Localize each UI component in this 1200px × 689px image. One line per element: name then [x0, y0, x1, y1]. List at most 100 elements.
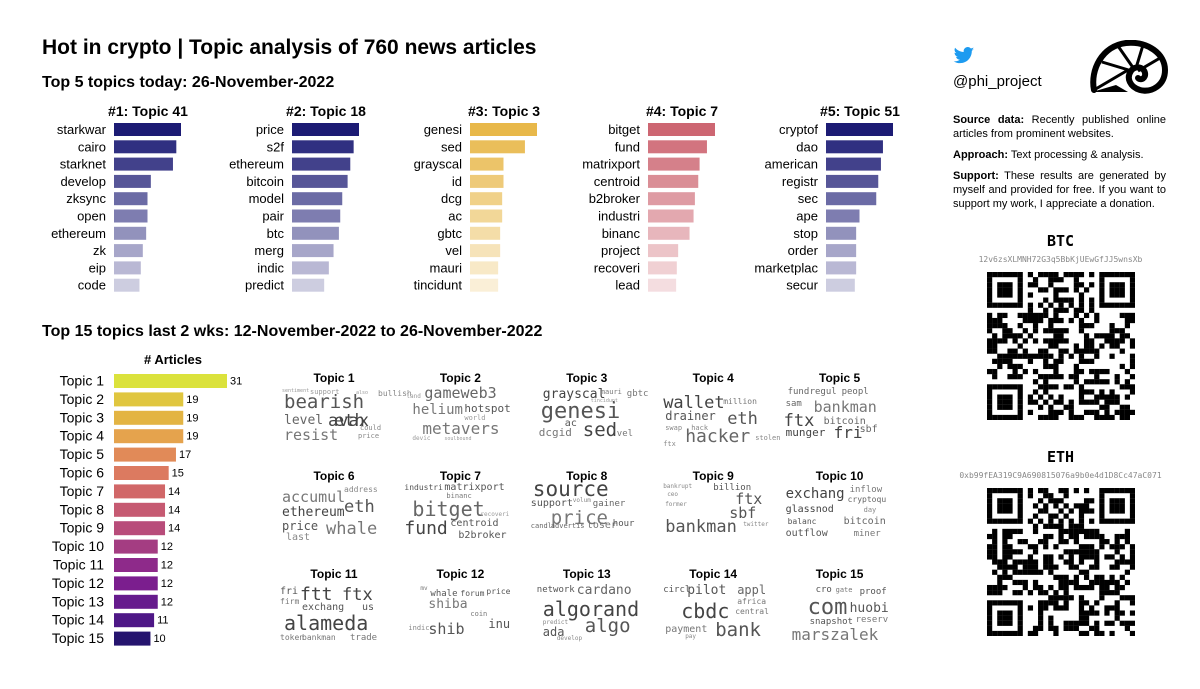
articles-value-label: 12	[161, 541, 173, 553]
wordcloud-word: support	[310, 388, 340, 396]
wordcloud-title: Topic 14	[689, 567, 737, 581]
top5-bar	[114, 157, 173, 171]
btc-address[interactable]: 12v6zsXLMNH72G3q5BbKjUEwGfJJ5wnsXb	[978, 255, 1143, 264]
top5-bar	[470, 244, 501, 258]
articles-category-label: Topic 15	[52, 630, 104, 646]
top5-bar-label: starkwar	[57, 122, 107, 137]
wordcloud-word: fri	[280, 586, 298, 597]
wordcloud-word: drainer	[665, 409, 716, 423]
wordcloud-word: price	[551, 507, 608, 529]
articles-value-label: 12	[161, 578, 173, 590]
articles-value-label: 14	[168, 504, 180, 516]
top5-bar-label: zksync	[66, 191, 106, 206]
wordcloud-word: sbf	[729, 504, 756, 522]
wordcloud-word: ethereum	[282, 505, 345, 520]
wordcloud-word: level	[284, 413, 323, 428]
topic-wordclouds: Topic 1 bearish eth avax level resist price cou…	[278, 368, 910, 653]
support-text: These results are generated by myself an…	[953, 170, 1166, 210]
wordcloud-title: Topic 1	[313, 371, 354, 385]
wordcloud-word: whale	[326, 519, 377, 539]
top5-bar	[470, 140, 525, 154]
top5-bar	[470, 174, 504, 188]
wordcloud-word: cryptoqu	[848, 495, 887, 504]
wordcloud-word: bankrupt	[663, 483, 692, 490]
top5-panel-title: #1: Topic 41	[108, 103, 188, 119]
top5-bar-label: dao	[796, 139, 818, 154]
wordcloud-word: tincidunt	[591, 398, 618, 404]
articles-bar	[114, 576, 158, 591]
wordcloud-word: hacker	[685, 426, 750, 447]
top5-bar	[826, 209, 860, 223]
wordcloud-word: price	[486, 587, 510, 596]
top5-bar	[292, 174, 348, 188]
wordcloud-word: industri	[404, 483, 443, 492]
btc-qr-code	[986, 272, 1135, 420]
top5-bar-label: centroid	[594, 174, 640, 189]
wordcloud-word: sed	[583, 419, 617, 441]
articles-value-label: 12	[161, 560, 173, 572]
top5-bar	[292, 209, 341, 223]
wordcloud-title: Topic 3	[566, 371, 607, 385]
articles-value-label: 12	[161, 596, 173, 608]
wordcloud-word: price	[282, 519, 318, 533]
top5-bar	[292, 140, 354, 154]
wordcloud-word: ftx	[735, 490, 762, 508]
wordcloud-word: pay	[685, 633, 696, 640]
top5-bar	[826, 123, 893, 136]
articles-value-label: 17	[179, 449, 191, 461]
top5-bar-label: s2f	[267, 139, 285, 154]
top5-bar	[114, 192, 148, 206]
articles-bar-chart: # Articles Topic 1 31 Topic 2 19 Topic 3 19 Top…	[40, 350, 250, 655]
eth-address[interactable]: 0xb99fEA319C9A690815076a9b0e4d1D8Cc47aC0…	[959, 471, 1162, 480]
top5-bar-label: cryptof	[779, 122, 818, 137]
articles-category-label: Topic 11	[53, 557, 104, 573]
wordcloud-word: miner	[854, 529, 882, 539]
articles-value-label: 31	[230, 376, 242, 388]
top5-bar	[470, 209, 503, 223]
wordcloud-word: twitter	[743, 521, 769, 528]
top5-bar	[292, 192, 343, 206]
twitter-handle[interactable]: @phi_project	[953, 73, 1042, 90]
top5-bar-label: tincidunt	[414, 278, 463, 293]
wordcloud-word: sentiment	[282, 388, 309, 394]
wordcloud-word: snapshot	[810, 617, 853, 627]
articles-axis-title: # Articles	[144, 352, 202, 367]
wordcloud-word: fund	[404, 518, 447, 539]
wordcloud-word: bankman	[302, 633, 336, 642]
wordcloud-title: Topic 13	[563, 567, 611, 581]
top5-bar-label: ac	[448, 209, 462, 224]
nautilus-shell-logo	[1090, 40, 1168, 94]
top5-bar-label: matrixport	[582, 157, 640, 172]
wordcloud-word: also	[356, 390, 368, 396]
wordcloud-word: vel	[617, 429, 633, 439]
top5-bar	[114, 244, 143, 258]
wordcloud-word: swap	[665, 424, 682, 432]
top5-bar-label: code	[78, 278, 106, 293]
twitter-bird-icon[interactable]	[953, 46, 975, 66]
wordcloud-word: regul	[810, 387, 837, 397]
btc-title: BTC	[1046, 232, 1075, 250]
wordcloud-word: alameda	[284, 611, 368, 635]
top5-bar-label: ethereum	[229, 157, 284, 172]
top5-bar	[470, 226, 501, 240]
top5-bar	[114, 209, 148, 223]
wordcloud-word: inu	[488, 617, 510, 631]
top5-bar	[292, 278, 325, 292]
top5-bar-label: bitcoin	[246, 174, 284, 189]
top5-bar	[826, 157, 881, 171]
support-paragraph: Support: These results are generated by …	[953, 169, 1166, 211]
articles-bar	[114, 502, 166, 517]
top5-bar-label: id	[452, 174, 462, 189]
support-label: Support:	[953, 170, 999, 182]
wordcloud-title: Topic 2	[440, 371, 481, 385]
wordcloud-title: Topic 11	[310, 567, 357, 581]
top5-bar-label: develop	[60, 174, 106, 189]
wordcloud-word: algorand	[543, 597, 639, 621]
top5-bar	[826, 278, 855, 292]
articles-bar	[114, 613, 155, 628]
